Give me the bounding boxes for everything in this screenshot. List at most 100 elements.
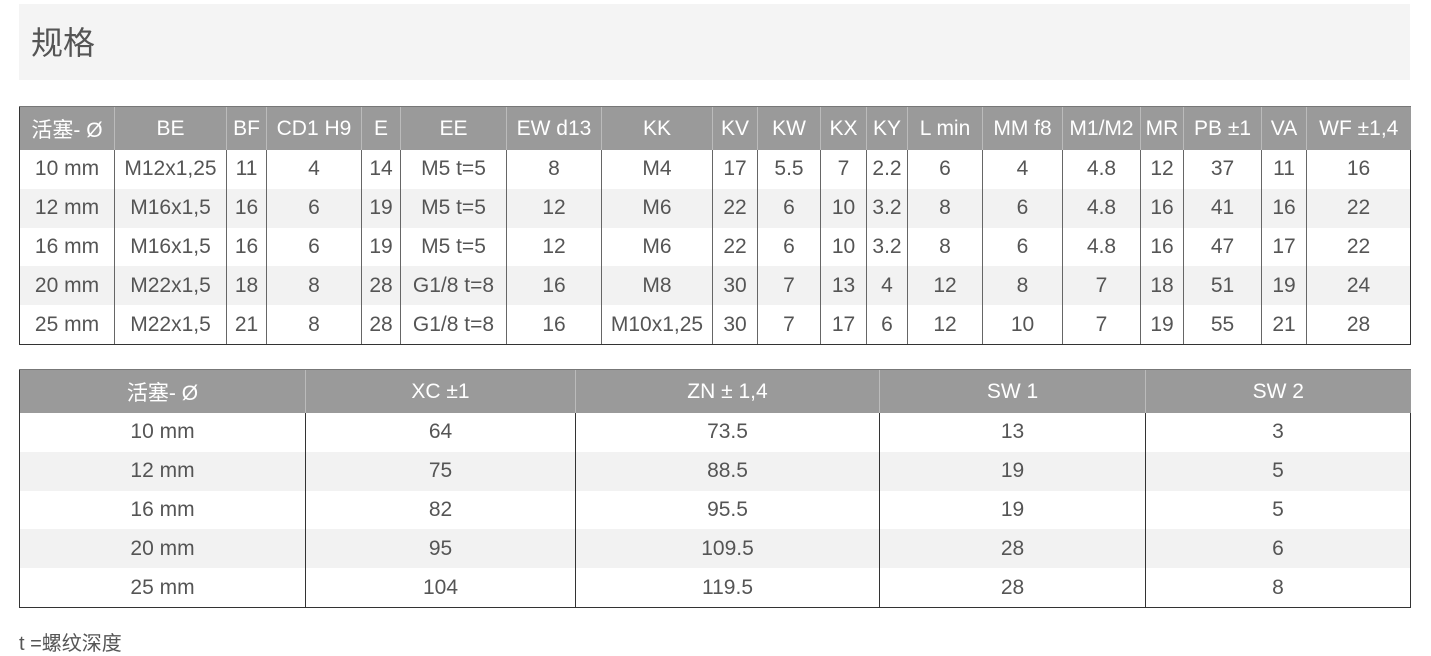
table-cell: 24 — [1306, 266, 1411, 306]
table-cell: 4 — [266, 150, 362, 189]
table-cell: 30 — [712, 266, 758, 306]
table-cell: 19 — [879, 490, 1146, 530]
table-cell: 73.5 — [575, 413, 880, 452]
table-cell: 7 — [1062, 266, 1141, 306]
table-cell: 16 — [1140, 227, 1184, 267]
table-cell: 12 mm — [19, 188, 115, 228]
table-cell: 4 — [866, 266, 908, 306]
section-title: 规格 — [31, 25, 96, 61]
column-header: KW — [757, 106, 821, 150]
table-cell: 17 — [820, 305, 867, 345]
table-cell: M16x1,5 — [114, 188, 227, 228]
table-cell: 22 — [1306, 227, 1411, 267]
table-row: 10 mm 64 73.5 13 3 — [19, 413, 1411, 452]
table-cell: 19 — [361, 227, 401, 267]
table-cell: 22 — [1306, 188, 1411, 228]
table-cell: 4.8 — [1062, 188, 1141, 228]
table-cell: 11 — [226, 150, 267, 189]
table-cell: 10 — [820, 188, 867, 228]
table-row: 25 mm M22x1,5 21 8 28 G1/8 t=8 16 M10x1,25 30 7 17… — [19, 305, 1411, 345]
table-cell: 6 — [907, 150, 983, 189]
table-cell: 7 — [757, 266, 821, 306]
table-cell: 12 — [907, 305, 983, 345]
table-cell: 6 — [982, 188, 1063, 228]
column-header: 活塞- Ø — [19, 106, 115, 150]
table-cell: 64 — [305, 413, 576, 452]
table-cell: 6 — [982, 227, 1063, 267]
table-cell: 6 — [757, 188, 821, 228]
column-header: SW 2 — [1145, 369, 1411, 413]
table-row: 16 mm M16x1,5 16 6 19 M5 t=5 12 M6 22 6 10 3.2 8 6 4.8… — [19, 227, 1411, 267]
table-cell: 119.5 — [575, 568, 880, 608]
table-cell: 16 — [226, 188, 267, 228]
table-cell: 28 — [1306, 305, 1411, 345]
table-cell: 7 — [820, 150, 867, 189]
table-cell: 6 — [866, 305, 908, 345]
table-cell: 47 — [1183, 227, 1262, 267]
table-cell: 8 — [907, 188, 983, 228]
table-row: 20 mm M22x1,5 18 8 28 G1/8 t=8 16 M8 30 7 13 4 12 8 7 1… — [19, 266, 1411, 306]
table-row: 10 mm M12x1,25 11 4 14 M5 t=5 8 M4 17 5.5 7 2.2 6 4 4.… — [19, 150, 1411, 189]
table-cell: M4 — [601, 150, 713, 189]
table-cell: 8 — [266, 305, 362, 345]
column-header: ZN ± 1,4 — [575, 369, 880, 413]
section-header: 规格 — [19, 4, 1410, 80]
table-cell: 16 mm — [19, 490, 306, 530]
table-cell: 16 mm — [19, 227, 115, 267]
table-cell: 6 — [1145, 529, 1411, 569]
table-cell: 37 — [1183, 150, 1262, 189]
table-cell: 18 — [1140, 266, 1184, 306]
column-header: CD1 H9 — [266, 106, 362, 150]
table-cell: 88.5 — [575, 451, 880, 491]
table-row: 25 mm 104 119.5 28 8 — [19, 568, 1411, 608]
table-cell: 12 — [1140, 150, 1184, 189]
table-cell: 16 — [226, 227, 267, 267]
table-cell: 4 — [982, 150, 1063, 189]
table-cell: 10 — [982, 305, 1063, 345]
table-cell: M8 — [601, 266, 713, 306]
table-cell: 8 — [982, 266, 1063, 306]
column-header: BE — [114, 106, 227, 150]
table-cell: 5 — [1145, 451, 1411, 491]
table-cell: 22 — [712, 188, 758, 228]
table-cell: 20 mm — [19, 529, 306, 569]
table-cell: 3 — [1145, 413, 1411, 452]
table-cell: 22 — [712, 227, 758, 267]
table-cell: 21 — [1261, 305, 1307, 345]
column-header: VA — [1261, 106, 1307, 150]
column-header: E — [361, 106, 401, 150]
column-header: 活塞- Ø — [19, 369, 306, 413]
table-cell: 12 mm — [19, 451, 306, 491]
table-cell: G1/8 t=8 — [400, 305, 507, 345]
table-cell: 8 — [266, 266, 362, 306]
table-cell: 16 — [1306, 150, 1411, 189]
table-cell: M22x1,5 — [114, 305, 227, 345]
table-cell: 3.2 — [866, 188, 908, 228]
table-cell: 16 — [506, 305, 602, 345]
table-cell: 12 — [506, 188, 602, 228]
table-cell: 109.5 — [575, 529, 880, 569]
table-cell: 19 — [361, 188, 401, 228]
table-cell: 55 — [1183, 305, 1262, 345]
table-cell: 30 — [712, 305, 758, 345]
table-row: 12 mm M16x1,5 16 6 19 M5 t=5 12 M6 22 6 10 3.2 8 6 4.8… — [19, 188, 1411, 228]
table-cell: 18 — [226, 266, 267, 306]
table-cell: 17 — [1261, 227, 1307, 267]
table-cell: M5 t=5 — [400, 150, 507, 189]
table-cell: 13 — [879, 413, 1146, 452]
table-cell: M16x1,5 — [114, 227, 227, 267]
column-header: KK — [601, 106, 713, 150]
table-row: 16 mm 82 95.5 19 5 — [19, 490, 1411, 530]
table-cell: 19 — [1140, 305, 1184, 345]
column-header: PB ±1 — [1183, 106, 1262, 150]
table-cell: 104 — [305, 568, 576, 608]
table-cell: 6 — [757, 227, 821, 267]
table-cell: 28 — [879, 568, 1146, 608]
table-cell: 14 — [361, 150, 401, 189]
spec-table-lengths: 活塞- Ø XC ±1 ZN ± 1,4 SW 1 SW 2 10 mm 64 73.5 13… — [19, 369, 1411, 608]
table-cell: 16 — [1261, 188, 1307, 228]
table-cell: 12 — [907, 266, 983, 306]
table-cell: 10 mm — [19, 413, 306, 452]
table-cell: 75 — [305, 451, 576, 491]
table-cell: 82 — [305, 490, 576, 530]
